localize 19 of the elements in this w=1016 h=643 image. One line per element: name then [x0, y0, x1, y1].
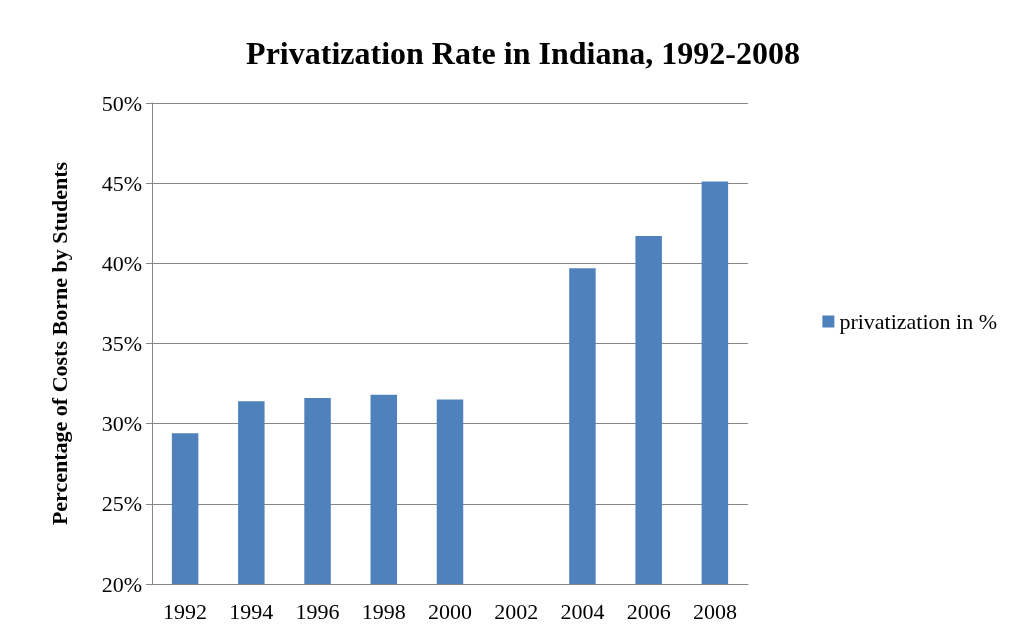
x-tick-label: 1998 — [361, 598, 406, 624]
x-tick-label: 2006 — [626, 598, 671, 624]
y-tick-label: 20% — [101, 571, 142, 597]
legend-label: privatization in % — [839, 309, 997, 334]
chart-title: Privatization Rate in Indiana, 1992-2008 — [246, 35, 800, 71]
y-tick-label: 45% — [101, 170, 142, 196]
y-tick-label: 35% — [101, 331, 142, 356]
x-tick-label: 1994 — [229, 598, 274, 624]
x-tick-label: 2004 — [560, 598, 605, 624]
x-tick-label: 2002 — [494, 598, 539, 624]
y-tick-label: 30% — [101, 411, 142, 437]
x-tick-label: 2000 — [428, 598, 472, 624]
y-tick-label: 40% — [101, 250, 142, 276]
y-tick-label: 50% — [101, 90, 142, 116]
x-tick-label: 2008 — [692, 598, 737, 624]
y-axis-title: Percentage of Costs Borne by Students — [46, 161, 72, 526]
x-tick-label: 1996 — [295, 598, 340, 624]
y-tick-label: 25% — [101, 491, 142, 517]
x-tick-label: 1992 — [163, 598, 208, 624]
